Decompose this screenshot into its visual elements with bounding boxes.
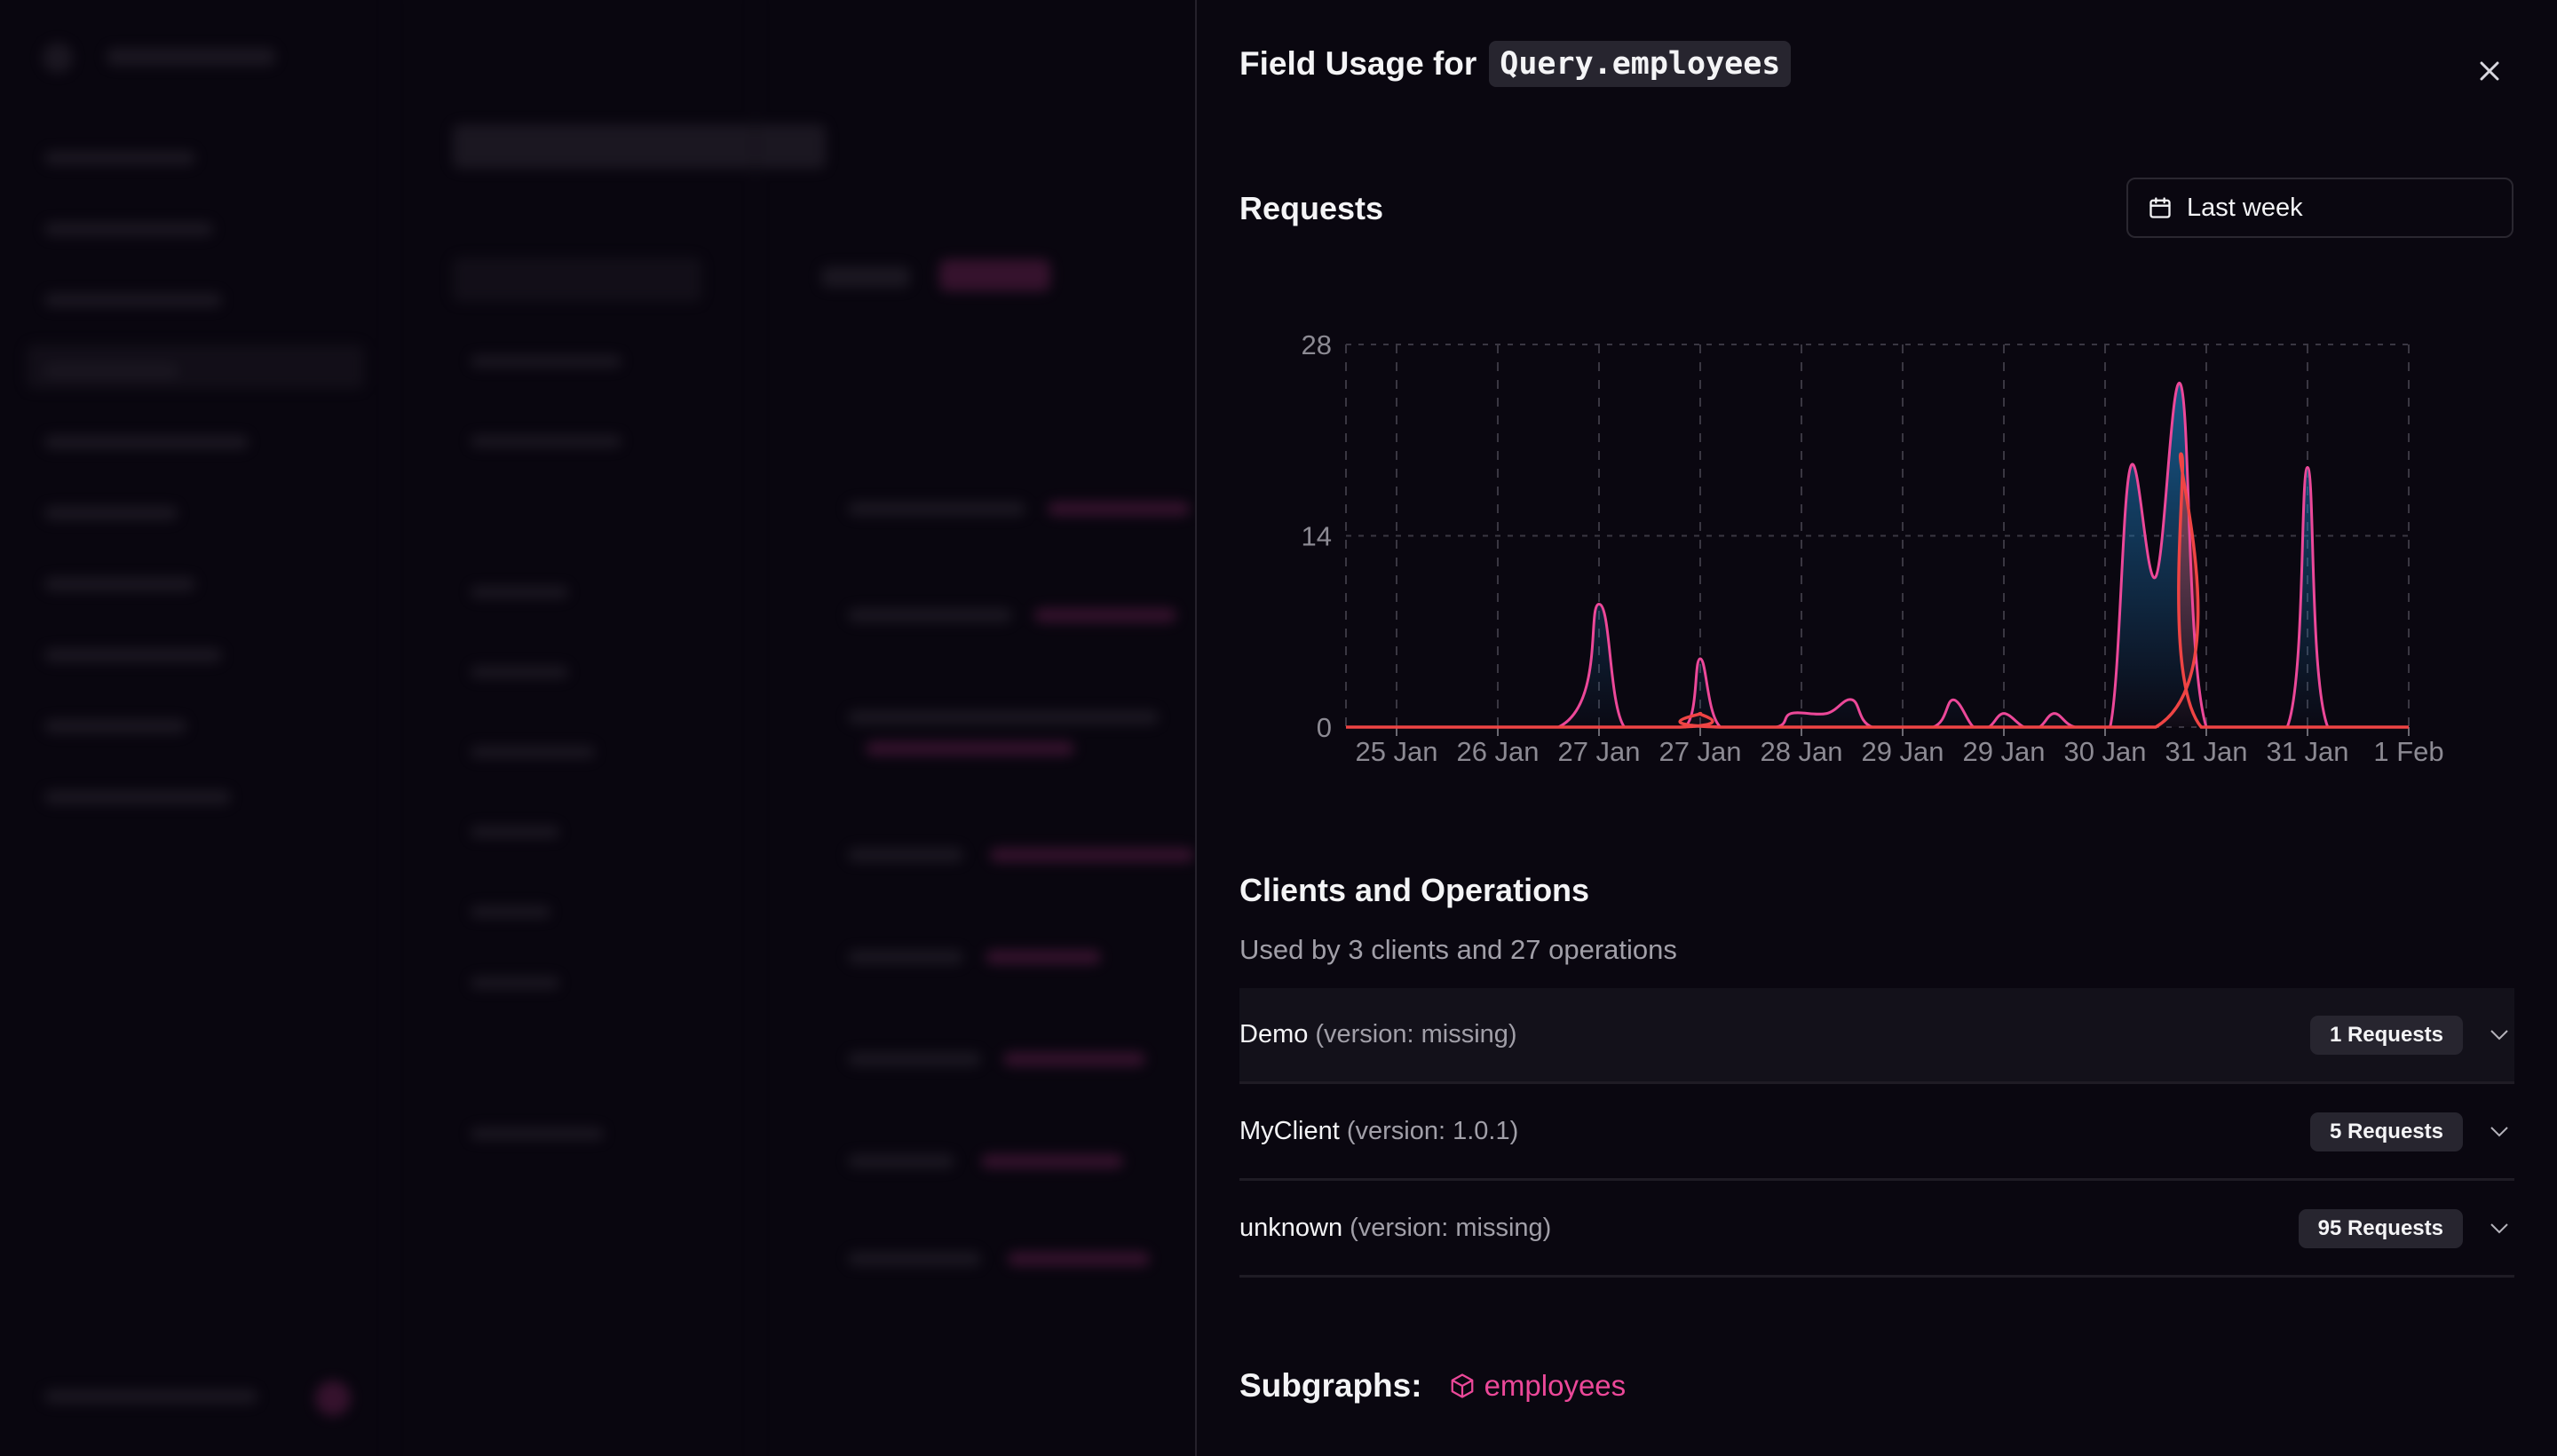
- x-tick-label: 28 Jan: [1760, 736, 1842, 767]
- requests-chart: 0 14 28 25 Jan 26 Jan 27 Jan 27 Jan 28 Jan 29 Ja…: [1302, 329, 2444, 767]
- y-tick-label: 28: [1302, 329, 1332, 360]
- type-list-selected: [453, 257, 701, 302]
- close-icon: [2480, 61, 2499, 81]
- date-range-value: Last week: [2187, 193, 2303, 222]
- x-tick-label: 31 Jan: [2266, 736, 2348, 767]
- clients-heading: Clients and Operations: [1239, 872, 1590, 908]
- x-tick-label: 25 Jan: [1355, 736, 1437, 767]
- field-type-placeholder: [866, 741, 1074, 756]
- field-type-placeholder: [1008, 1252, 1150, 1266]
- logo-icon: [43, 43, 73, 73]
- type-list-item-placeholder: [471, 906, 550, 918]
- title-prefix: Field Usage for: [1239, 45, 1477, 82]
- field-type-placeholder: [1003, 1052, 1145, 1066]
- field-row-placeholder: [848, 848, 963, 862]
- chevron-down-icon[interactable]: [2486, 1223, 2513, 1235]
- client-name: Demo: [1239, 1020, 1309, 1048]
- field-type-placeholder: [1034, 608, 1176, 622]
- sidebar-item-placeholder: [44, 577, 195, 591]
- client-version: (version: 1.0.1): [1346, 1117, 1519, 1145]
- close-button[interactable]: [2474, 55, 2506, 87]
- sidebar-item-placeholder: [44, 719, 186, 733]
- cube-icon: [1451, 1373, 1473, 1398]
- x-tick-label: 1 Feb: [2373, 736, 2443, 767]
- field-type-placeholder: [990, 848, 1194, 862]
- series-area-errors: [1346, 454, 2409, 727]
- sidebar-item-placeholder: [44, 790, 231, 804]
- sidebar-item-placeholder: [44, 506, 178, 520]
- field-row-placeholder: [848, 1252, 981, 1266]
- x-tick-label: 26 Jan: [1456, 736, 1539, 767]
- client-version: (version: missing): [1315, 1020, 1517, 1048]
- field-usage-panel: Field Usage for Query.employees Requests…: [1195, 0, 2557, 1456]
- subgraphs-label: Subgraphs:: [1239, 1367, 1422, 1404]
- field-row-placeholder: [848, 608, 1012, 622]
- requests-heading: Requests: [1239, 190, 1384, 226]
- field-name-code: Query.employees: [1489, 41, 1792, 87]
- sidebar-item-placeholder: [44, 648, 222, 662]
- client-name: MyClient: [1239, 1117, 1340, 1145]
- y-tick-label: 0: [1317, 712, 1332, 743]
- sidebar-item-placeholder: [44, 364, 178, 378]
- series-line-errors: [1346, 452, 2409, 729]
- x-tick-label: 27 Jan: [1557, 736, 1640, 767]
- type-list-item-placeholder: [471, 746, 595, 758]
- field-type-placeholder: [1048, 502, 1190, 516]
- org-name-placeholder: [107, 48, 275, 66]
- panel-title: Field Usage for Query.employees: [1239, 41, 1792, 87]
- subgraph-name: employees: [1484, 1369, 1627, 1402]
- field-row-placeholder: [848, 502, 1025, 516]
- client-row-demo[interactable]: Demo (version: missing) 1 Requests: [1239, 988, 2514, 1084]
- x-tick-label: 29 Jan: [1962, 736, 2045, 767]
- date-range-picker[interactable]: Last week: [2126, 178, 2513, 238]
- type-title-placeholder: [821, 266, 910, 288]
- sidebar-item-placeholder: [44, 222, 213, 236]
- series-area-requests: [1346, 383, 2409, 727]
- sidebar-item-placeholder: [44, 151, 195, 165]
- subgraph-link-employees[interactable]: employees: [1449, 1369, 1627, 1403]
- sidebar-item-placeholder: [44, 293, 222, 307]
- sidebar-footer-placeholder: [44, 1389, 257, 1404]
- x-tick-label: 31 Jan: [2165, 736, 2247, 767]
- divider: [755, 0, 756, 1456]
- sidebar-item-placeholder: [44, 435, 249, 449]
- requests-badge: 1 Requests: [2309, 1015, 2463, 1055]
- y-tick-label: 14: [1302, 521, 1332, 552]
- requests-badge: 5 Requests: [2309, 1112, 2463, 1151]
- type-list-item-placeholder: [471, 586, 568, 598]
- x-tick-label: 29 Jan: [1861, 736, 1943, 767]
- field-row-placeholder: [848, 1052, 981, 1066]
- field-row-placeholder: [848, 710, 1159, 724]
- x-tick-label: 27 Jan: [1658, 736, 1741, 767]
- requests-badge: 95 Requests: [2298, 1208, 2463, 1248]
- type-badge-placeholder: [939, 259, 1050, 291]
- type-list-item-placeholder: [471, 1128, 604, 1140]
- field-type-placeholder: [986, 950, 1101, 964]
- client-row-myclient[interactable]: MyClient (version: 1.0.1) 5 Requests: [1239, 1085, 2514, 1181]
- field-row-placeholder: [848, 950, 963, 964]
- divider: [389, 0, 391, 1456]
- client-row-unknown[interactable]: unknown (version: missing) 95 Requests: [1239, 1182, 2514, 1278]
- type-list-item-placeholder: [471, 977, 559, 989]
- client-version: (version: missing): [1350, 1214, 1552, 1242]
- chevron-down-icon[interactable]: [2486, 1126, 2513, 1138]
- client-name: unknown: [1239, 1214, 1343, 1242]
- avatar: [315, 1381, 351, 1416]
- calendar-icon: [2149, 197, 2171, 218]
- background-app-blurred: [0, 0, 1195, 1456]
- field-type-placeholder: [981, 1154, 1123, 1168]
- type-list-item-placeholder: [471, 355, 621, 368]
- type-list-item-placeholder: [471, 826, 559, 838]
- field-row-placeholder: [848, 1154, 954, 1168]
- toolbar-placeholder: [453, 124, 826, 169]
- chevron-down-icon[interactable]: [2486, 1029, 2513, 1041]
- subgraphs-section: Subgraphs: employees: [1239, 1367, 1626, 1405]
- clients-summary: Used by 3 clients and 27 operations: [1239, 934, 1677, 965]
- type-list-item-placeholder: [471, 435, 621, 447]
- type-list-item-placeholder: [471, 666, 568, 678]
- series-line-requests: [1346, 381, 2409, 729]
- x-tick-label: 30 Jan: [2063, 736, 2146, 767]
